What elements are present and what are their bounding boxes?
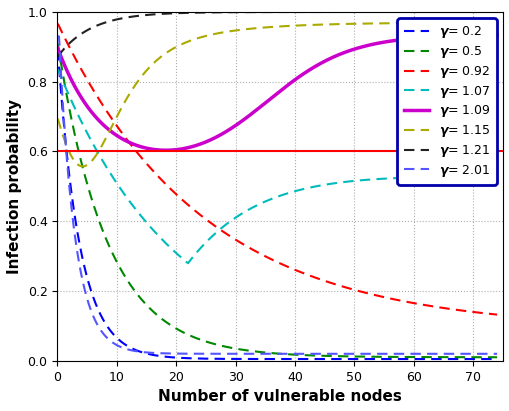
Legend: $\boldsymbol{\gamma}$= 0.2, $\boldsymbol{\gamma}$= 0.5, $\boldsymbol{\gamma}$= 0: $\boldsymbol{\gamma}$= 0.2, $\boldsymbol…	[397, 18, 496, 185]
Y-axis label: Infection probability: Infection probability	[7, 99, 22, 274]
X-axis label: Number of vulnerable nodes: Number of vulnerable nodes	[158, 389, 401, 404]
